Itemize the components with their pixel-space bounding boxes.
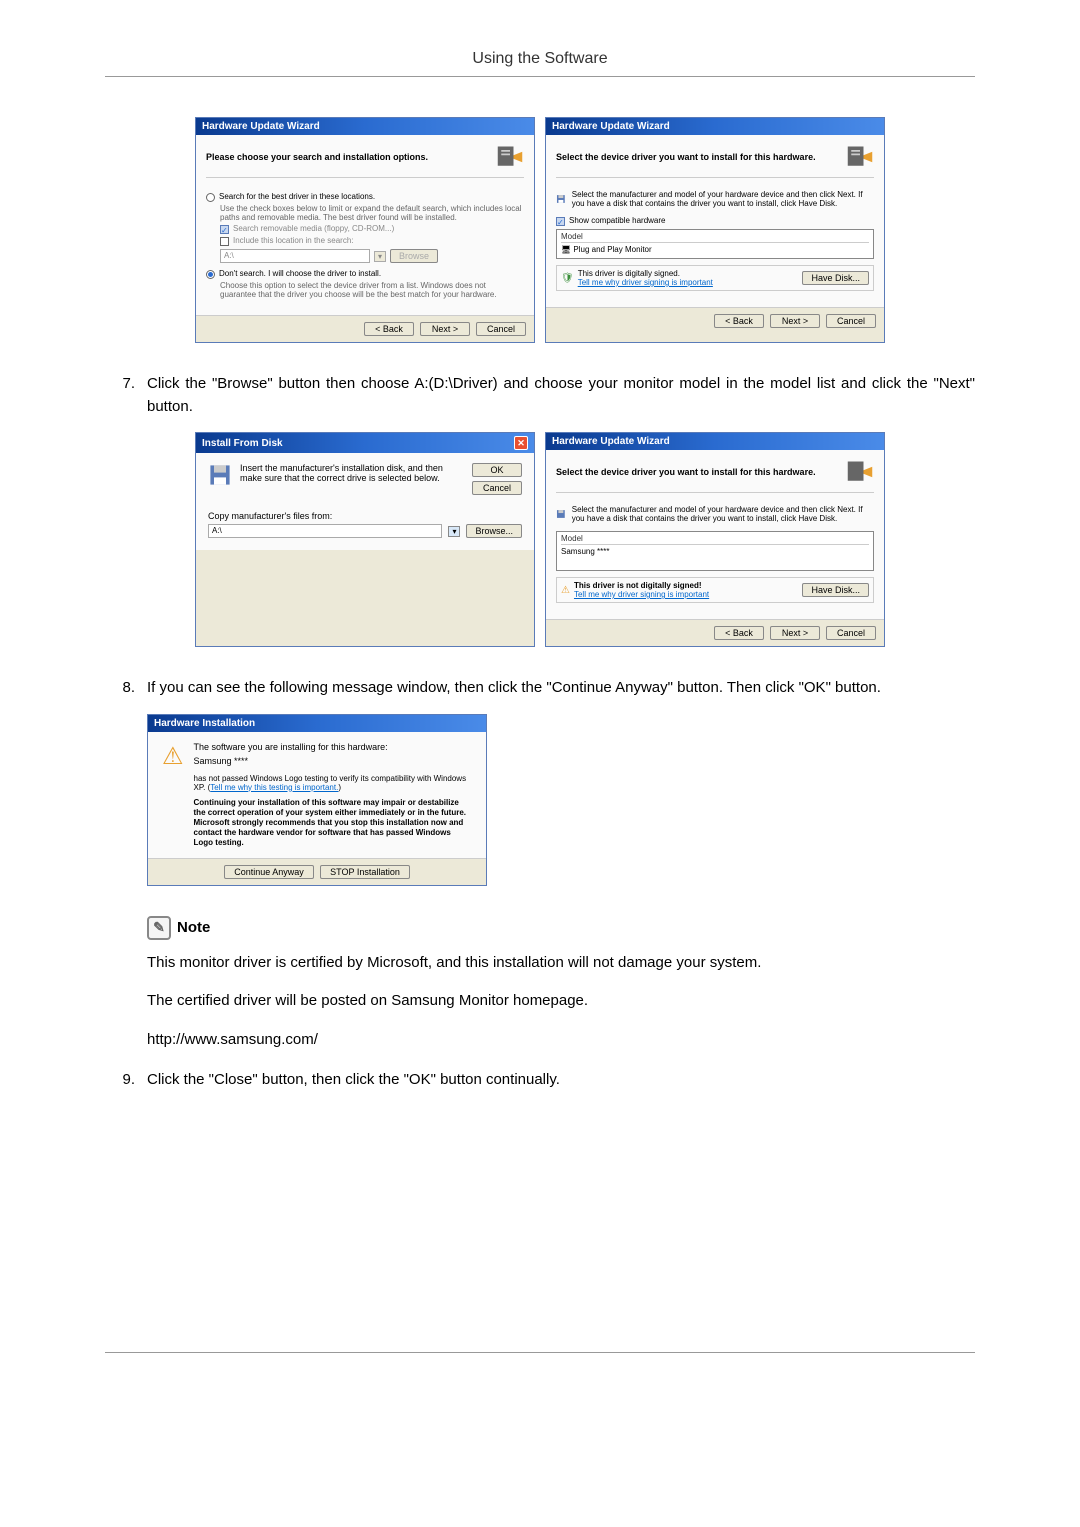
model-row[interactable]: Samsung **** (561, 547, 869, 556)
hw-testing-link[interactable]: Tell me why this testing is important. (210, 783, 338, 792)
wizard-subhead: Select the device driver you want to ins… (556, 467, 816, 477)
back-button[interactable]: < Back (714, 626, 764, 640)
continue-anyway-button[interactable]: Continue Anyway (224, 865, 314, 879)
note-url: http://www.samsung.com/ (147, 1029, 975, 1052)
ok-button[interactable]: OK (472, 463, 522, 477)
floppy-icon (556, 190, 566, 208)
radio-dont-search-desc: Choose this option to select the device … (220, 281, 524, 299)
browse-button[interactable]: Browse... (466, 524, 522, 538)
hardware-wizard-search: Hardware Update Wizard Please choose you… (195, 117, 535, 343)
step-number: 7. (105, 373, 135, 418)
next-button[interactable]: Next > (770, 626, 820, 640)
shield-warn-icon: ⚠ (561, 585, 570, 596)
next-button[interactable]: Next > (770, 314, 820, 328)
note-label: Note (177, 919, 210, 936)
dialog-title-text: Hardware Installation (154, 718, 255, 729)
dialog-titlebar: Hardware Update Wizard (546, 433, 884, 450)
dialog-title-text: Hardware Update Wizard (202, 121, 320, 132)
note-para-2: The certified driver will be posted on S… (147, 990, 975, 1013)
hardware-wizard-select-samsung: Hardware Update Wizard Select the device… (545, 432, 885, 647)
dialog-row-1: Hardware Update Wizard Please choose you… (105, 117, 975, 343)
wizard-icon (846, 458, 874, 486)
step-text: Click the "Close" button, then click the… (147, 1069, 560, 1092)
cancel-button[interactable]: Cancel (826, 626, 876, 640)
dialog-titlebar: Hardware Installation (148, 715, 486, 732)
signed-text: This driver is digitally signed. (578, 269, 713, 278)
cancel-button[interactable]: Cancel (826, 314, 876, 328)
wizard-subhead: Please choose your search and installati… (206, 152, 428, 162)
wizard-msg: Select the manufacturer and model of you… (572, 190, 874, 208)
chk-location (220, 237, 229, 246)
shield-ok-icon: 🛡 (561, 273, 574, 284)
model-column-head: Model (561, 232, 869, 243)
model-row[interactable]: 🖥 Plug and Play Monitor (561, 245, 869, 254)
model-label: Plug and Play Monitor (573, 245, 651, 254)
radio-dont-search-label: Don't search. I will choose the driver t… (219, 269, 381, 278)
close-icon[interactable]: ✕ (514, 436, 528, 450)
install-msg: Insert the manufacturer's installation d… (240, 463, 464, 483)
floppy-icon (556, 505, 566, 523)
chk-removable-label: Search removable media (floppy, CD-ROM..… (233, 224, 394, 233)
tell-me-link[interactable]: Tell me why driver signing is important (578, 278, 713, 287)
copy-from-label: Copy manufacturer's files from: (208, 511, 522, 521)
dropdown-arrow[interactable]: ▾ (448, 526, 460, 537)
back-button[interactable]: < Back (714, 314, 764, 328)
browse-button-disabled: Browse (390, 249, 438, 263)
hw-line2: Samsung **** (194, 756, 472, 766)
footer-rule (105, 1352, 975, 1353)
tell-me-link[interactable]: Tell me why driver signing is important (574, 590, 709, 599)
dialog-title-text: Install From Disk (202, 438, 283, 449)
chk-location-label: Include this location in the search: (233, 236, 354, 245)
next-button[interactable]: Next > (420, 322, 470, 336)
dialog-row-2: Install From Disk ✕ Insert the manufactu… (105, 432, 975, 647)
radio-search-desc: Use the check boxes below to limit or ex… (220, 204, 524, 222)
path-input: A:\ (220, 249, 370, 263)
wizard-icon (496, 143, 524, 171)
radio-dont-search[interactable] (206, 270, 215, 279)
wizard-msg: Select the manufacturer and model of you… (572, 505, 874, 523)
cancel-button[interactable]: Cancel (472, 481, 522, 495)
cancel-button[interactable]: Cancel (476, 322, 526, 336)
step-text: If you can see the following message win… (147, 677, 881, 700)
step-9: 9. Click the "Close" button, then click … (105, 1069, 975, 1092)
dropdown-arrow: ▾ (374, 251, 386, 262)
have-disk-button[interactable]: Have Disk... (802, 271, 869, 285)
hardware-wizard-select-driver: Hardware Update Wizard Select the device… (545, 117, 885, 343)
note-icon: ✎ (147, 916, 171, 940)
warning-icon: ⚠ (162, 742, 184, 771)
dialog-title-text: Hardware Update Wizard (552, 436, 670, 447)
floppy-icon (208, 463, 232, 487)
install-from-disk-dialog: Install From Disk ✕ Insert the manufactu… (195, 432, 535, 647)
note-para-1: This monitor driver is certified by Micr… (147, 952, 975, 975)
step-7: 7. Click the "Browse" button then choose… (105, 373, 975, 418)
hardware-installation-dialog: Hardware Installation ⚠ The software you… (147, 714, 487, 886)
radio-search[interactable] (206, 193, 215, 202)
have-disk-button[interactable]: Have Disk... (802, 583, 869, 597)
wizard-icon (846, 143, 874, 171)
hw-line1: The software you are installing for this… (194, 742, 472, 752)
dialog-titlebar: Install From Disk ✕ (196, 433, 534, 453)
step-8: 8. If you can see the following message … (105, 677, 975, 700)
stop-installation-button[interactable]: STOP Installation (320, 865, 410, 879)
model-column-head: Model (561, 534, 869, 545)
hw-line3c: ) (338, 783, 341, 792)
wizard-subhead: Select the device driver you want to ins… (556, 152, 816, 162)
radio-search-label: Search for the best driver in these loca… (219, 192, 375, 201)
note-heading: ✎ Note (147, 916, 975, 940)
back-button[interactable]: < Back (364, 322, 414, 336)
hw-strong-warning: Continuing your installation of this sof… (194, 798, 472, 848)
dialog-titlebar: Hardware Update Wizard (196, 118, 534, 135)
not-signed-text: This driver is not digitally signed! (574, 581, 709, 590)
step-text: Click the "Browse" button then choose A:… (147, 373, 975, 418)
copy-path-input[interactable]: A:\ (208, 524, 442, 538)
step-number: 9. (105, 1069, 135, 1092)
dialog-titlebar: Hardware Update Wizard (546, 118, 884, 135)
chk-show-compat-label: Show compatible hardware (569, 216, 666, 225)
dialog-title-text: Hardware Update Wizard (552, 121, 670, 132)
chk-removable (220, 225, 229, 234)
step-number: 8. (105, 677, 135, 700)
page-title: Using the Software (105, 50, 975, 77)
chk-show-compat[interactable] (556, 217, 565, 226)
